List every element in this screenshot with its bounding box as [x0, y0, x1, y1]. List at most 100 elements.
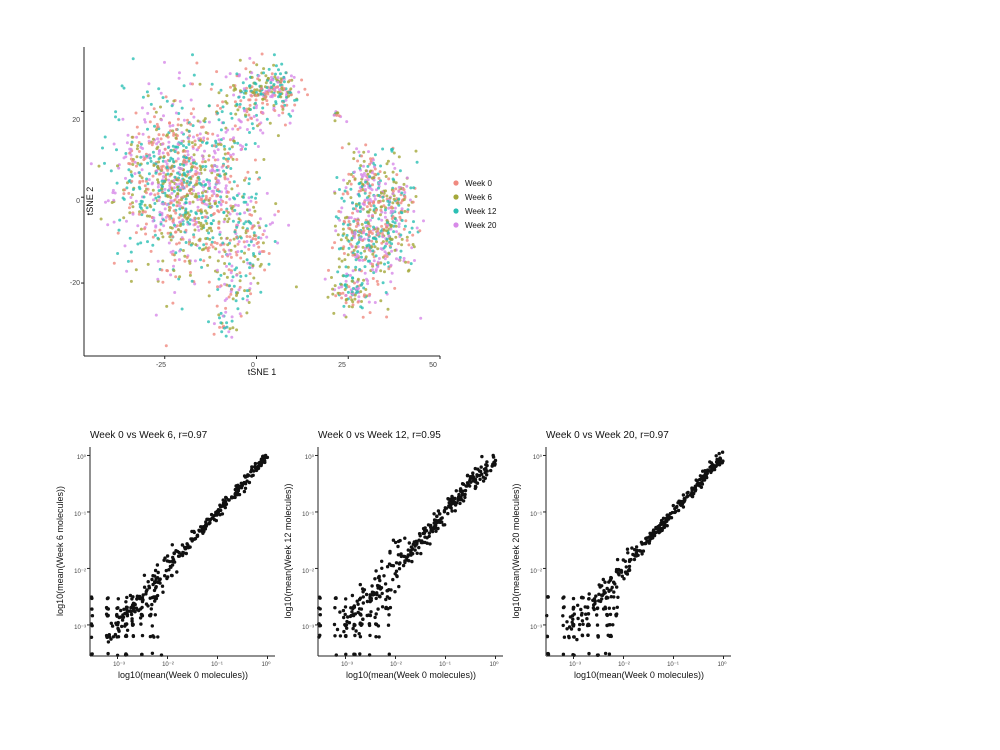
corr-point [192, 530, 196, 535]
tsne-point [342, 304, 346, 308]
tsne-point [202, 199, 206, 203]
tsne-point [262, 229, 266, 233]
tsne-point [352, 219, 356, 223]
tsne-point [387, 203, 391, 207]
corr-point [145, 588, 149, 592]
tsne-point [195, 148, 199, 152]
tsne-point [375, 279, 379, 283]
tsne-point [257, 122, 261, 126]
tsne-point [228, 180, 232, 184]
tsne-point [336, 270, 340, 274]
tsne-point [357, 286, 360, 290]
tsne-point [252, 106, 256, 110]
tsne-point [412, 245, 416, 249]
tsne-point [400, 243, 404, 247]
tsne-point [349, 187, 353, 191]
corr-point [176, 554, 181, 558]
tsne-point [188, 157, 191, 160]
tsne-point [144, 179, 148, 183]
tsne-point [244, 91, 248, 95]
corr-point [457, 495, 461, 499]
corr-point [374, 612, 378, 616]
tsne-point [256, 77, 260, 81]
tsne-point [180, 198, 183, 202]
corr-point [717, 451, 721, 456]
tsne-point [223, 147, 227, 151]
tsne-point [367, 248, 371, 252]
corr-point [651, 529, 656, 533]
tsne-point [127, 168, 131, 172]
tsne-point [185, 217, 189, 221]
corr-point [368, 595, 372, 599]
tsne-point [126, 133, 130, 137]
corr-point [221, 498, 225, 502]
corr-point [595, 606, 600, 610]
corr-point [417, 545, 421, 550]
tsne-point [168, 124, 172, 128]
tsne-points [89, 52, 425, 348]
tsne-point [385, 315, 389, 319]
tsne-point [197, 195, 201, 198]
tsne-point [143, 184, 147, 188]
tsne-point [353, 233, 357, 237]
tsne-point [224, 310, 228, 314]
tsne-point [246, 170, 250, 174]
corr-point [358, 582, 362, 587]
legend-label-week-12: Week 12 [465, 207, 497, 216]
tsne-point [177, 216, 181, 220]
tsne-point [271, 221, 274, 225]
tsne-point [172, 209, 176, 213]
tsne-point [217, 118, 221, 122]
tsne-point [369, 218, 372, 222]
tsne-point [117, 166, 121, 170]
corr-point [253, 466, 258, 470]
tsne-point [200, 216, 204, 219]
tsne-point [277, 113, 281, 117]
tsne-point [355, 147, 359, 151]
tsne-point [354, 265, 358, 269]
corr-point [130, 617, 134, 621]
tsne-point [385, 194, 389, 198]
tsne-point [402, 188, 406, 192]
tsne-point [175, 134, 179, 138]
tsne-point [116, 164, 119, 168]
tsne-point [289, 87, 293, 91]
tsne-point [231, 275, 235, 279]
tsne-point [364, 288, 368, 291]
tsne-point [333, 191, 337, 195]
tsne-point [157, 157, 161, 161]
tsne-point [129, 250, 133, 254]
tsne-point [147, 82, 151, 86]
tsne-point [184, 146, 188, 149]
tsne-point [166, 195, 170, 199]
tsne-point [238, 89, 242, 93]
tsne-point [356, 277, 360, 281]
tsne-point [195, 61, 199, 65]
tsne-point [175, 224, 179, 228]
tsne-point [203, 149, 206, 153]
tsne-point [217, 91, 221, 95]
tsne-point [351, 175, 355, 179]
tsne-point [194, 243, 198, 247]
tsne-point [210, 240, 214, 244]
tsne-point [383, 270, 386, 274]
tsne-point [244, 176, 248, 180]
tsne-point [196, 209, 200, 213]
tsne-point [344, 279, 348, 283]
tsne-point [121, 196, 125, 200]
corr-point [578, 622, 582, 627]
tsne-point [155, 122, 159, 126]
corr-point [123, 622, 128, 626]
tsne-point [145, 177, 149, 181]
tsne-point [211, 155, 215, 159]
tsne-point [392, 197, 396, 201]
corr-point [475, 474, 479, 478]
tsne-point [236, 242, 240, 246]
corr-point [420, 539, 424, 543]
tsne-point [139, 206, 143, 210]
tsne-point [390, 147, 394, 151]
tsne-point [238, 143, 242, 147]
tsne-point [371, 268, 375, 272]
legend-marker-week-6 [453, 194, 459, 200]
tsne-point [170, 104, 174, 108]
